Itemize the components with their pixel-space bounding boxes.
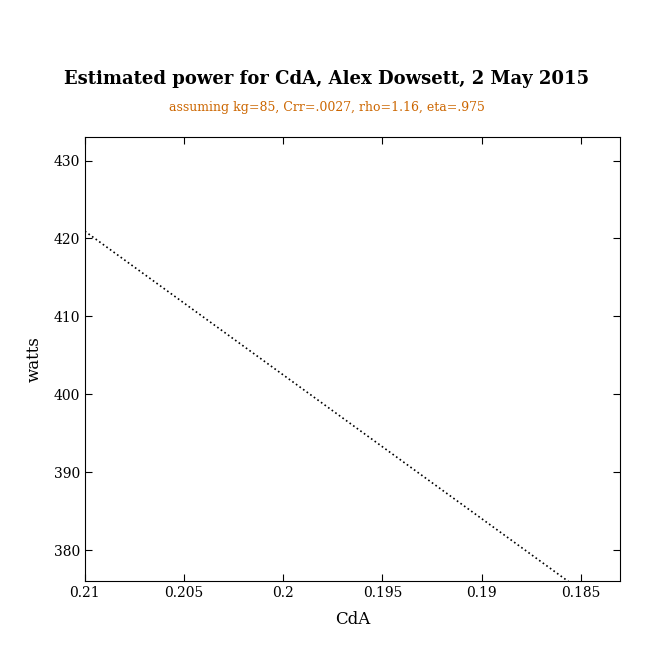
Text: assuming kg=85, Crr=.0027, rho=1.16, eta=.975: assuming kg=85, Crr=.0027, rho=1.16, eta… xyxy=(168,101,485,114)
X-axis label: CdA: CdA xyxy=(335,611,370,628)
Text: Estimated power for CdA, Alex Dowsett, 2 May 2015: Estimated power for CdA, Alex Dowsett, 2… xyxy=(64,70,589,88)
Y-axis label: watts: watts xyxy=(25,336,42,382)
